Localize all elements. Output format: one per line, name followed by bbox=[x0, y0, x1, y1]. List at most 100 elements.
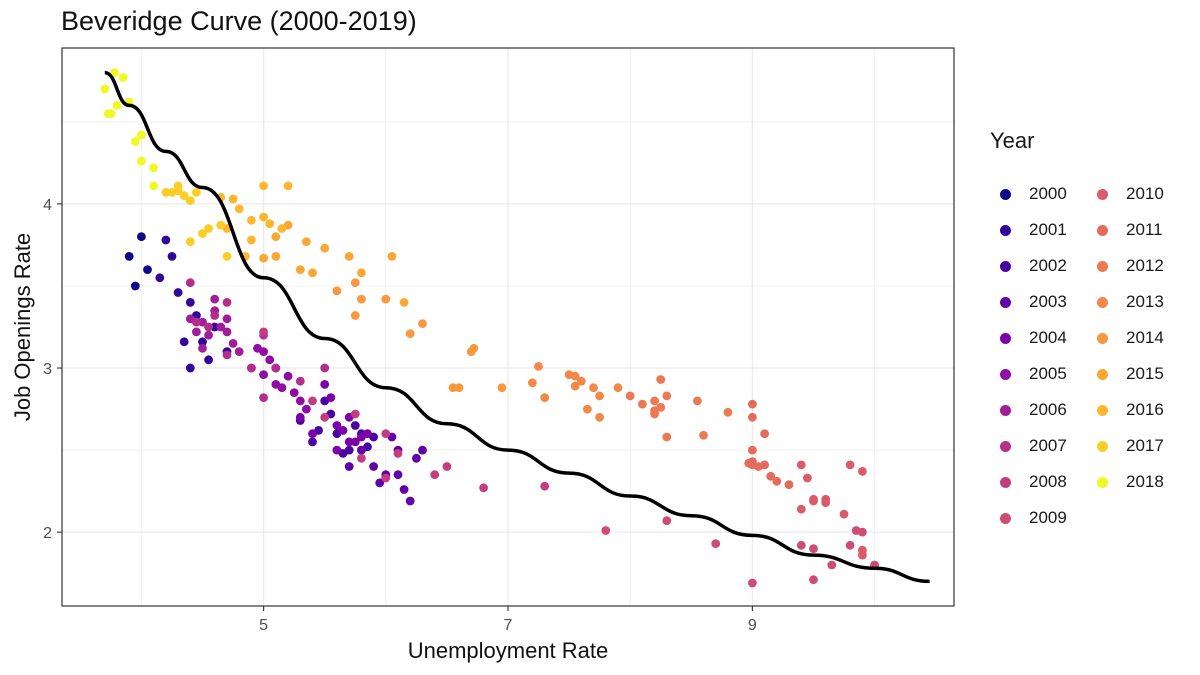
data-point-2015 bbox=[357, 268, 366, 278]
data-point-2001 bbox=[185, 363, 195, 373]
data-point-2008 bbox=[393, 449, 403, 458]
legend-item-2006: 2006 bbox=[988, 392, 1085, 428]
data-point-2010 bbox=[821, 494, 831, 504]
legend-label: 2017 bbox=[1126, 436, 1164, 455]
data-points bbox=[100, 68, 879, 588]
data-point-2018 bbox=[104, 109, 113, 118]
data-point-2012 bbox=[723, 407, 733, 417]
data-point-2005 bbox=[277, 383, 287, 393]
data-point-2015 bbox=[295, 265, 305, 274]
legend-label: 2008 bbox=[1029, 472, 1067, 491]
legend-item-2008: 2008 bbox=[988, 464, 1085, 500]
data-point-2008 bbox=[381, 429, 391, 439]
data-point-2006 bbox=[210, 294, 220, 304]
data-point-2015 bbox=[271, 232, 281, 242]
data-point-2018 bbox=[137, 156, 146, 166]
data-point-2008 bbox=[442, 462, 452, 471]
data-point-2016 bbox=[265, 219, 275, 229]
legend-swatch bbox=[1097, 440, 1108, 452]
data-point-2012 bbox=[656, 375, 666, 384]
data-point-2011 bbox=[744, 458, 754, 468]
data-point-2011 bbox=[748, 445, 757, 455]
data-point-2004 bbox=[320, 380, 330, 389]
data-point-2010 bbox=[858, 550, 867, 560]
data-point-2003 bbox=[369, 462, 378, 471]
data-point-2017 bbox=[173, 186, 183, 196]
data-point-2006 bbox=[234, 347, 244, 356]
data-point-2015 bbox=[387, 252, 397, 261]
data-point-2008 bbox=[350, 409, 360, 419]
legend-swatch bbox=[1097, 260, 1108, 272]
data-point-2006 bbox=[198, 343, 207, 353]
data-point-2015 bbox=[302, 237, 311, 247]
data-point-2004 bbox=[338, 426, 348, 435]
legend-swatch bbox=[1097, 224, 1108, 236]
legend-swatch bbox=[1000, 368, 1011, 380]
data-point-2012 bbox=[699, 430, 708, 440]
data-point-2007 bbox=[204, 322, 214, 332]
data-point-2013 bbox=[613, 383, 623, 393]
legend-item-2004: 2004 bbox=[988, 320, 1085, 356]
data-point-2006 bbox=[222, 327, 232, 337]
data-point-2014 bbox=[469, 343, 479, 353]
data-point-2000 bbox=[130, 281, 140, 291]
legend: Year 2000 2001 2002 2003 2004 2005 2006 2007 200… bbox=[988, 128, 1198, 536]
data-point-2008 bbox=[430, 470, 440, 480]
legend-item-2007: 2007 bbox=[988, 428, 1085, 464]
data-point-2017 bbox=[222, 252, 232, 261]
data-point-2017 bbox=[185, 237, 195, 247]
data-point-2014 bbox=[332, 286, 342, 296]
data-point-2018 bbox=[110, 68, 119, 77]
data-point-2007 bbox=[259, 393, 268, 402]
legend-label: 2016 bbox=[1126, 400, 1164, 419]
x-tick-label: 7 bbox=[504, 617, 513, 634]
data-point-2009 bbox=[858, 527, 867, 537]
legend-swatch bbox=[1000, 332, 1011, 344]
legend-item-2011: 2011 bbox=[1085, 212, 1182, 248]
data-point-2009 bbox=[827, 560, 837, 570]
data-point-2013 bbox=[570, 371, 580, 381]
data-point-2009 bbox=[748, 578, 757, 588]
legend-swatch bbox=[1000, 188, 1011, 200]
data-point-2006 bbox=[192, 327, 201, 337]
data-point-2015 bbox=[259, 253, 268, 263]
data-point-2005 bbox=[259, 370, 268, 379]
data-point-2011 bbox=[772, 476, 782, 486]
data-point-2010 bbox=[839, 509, 849, 519]
data-point-2016 bbox=[259, 181, 268, 191]
data-point-2007 bbox=[271, 363, 281, 373]
data-point-2013 bbox=[595, 391, 604, 401]
legend-label: 2007 bbox=[1029, 436, 1067, 455]
data-point-2006 bbox=[228, 339, 238, 348]
data-point-2018 bbox=[149, 163, 159, 173]
legend-label: 2006 bbox=[1029, 400, 1067, 419]
data-point-2001 bbox=[155, 273, 165, 283]
data-point-2000 bbox=[143, 265, 152, 274]
legend-item-2002: 2002 bbox=[988, 248, 1085, 284]
data-point-2006 bbox=[216, 322, 226, 332]
legend-swatch bbox=[1000, 512, 1011, 524]
data-point-2002 bbox=[350, 421, 360, 430]
legend-label: 2003 bbox=[1029, 292, 1067, 311]
data-point-2014 bbox=[454, 383, 464, 393]
data-point-2014 bbox=[350, 278, 360, 288]
data-point-2009 bbox=[809, 544, 818, 553]
data-point-2015 bbox=[271, 252, 281, 261]
legend-swatch bbox=[1097, 368, 1108, 380]
legend-label: 2005 bbox=[1029, 364, 1067, 383]
legend-label: 2000 bbox=[1029, 184, 1067, 203]
data-point-2009 bbox=[809, 575, 818, 585]
data-point-2012 bbox=[625, 391, 635, 401]
x-tick-label: 9 bbox=[748, 617, 757, 634]
data-point-2011 bbox=[766, 471, 776, 481]
legend-label: 2002 bbox=[1029, 256, 1067, 275]
legend-swatch bbox=[1097, 404, 1108, 416]
data-point-2014 bbox=[350, 311, 360, 320]
data-point-2000 bbox=[124, 252, 134, 261]
data-point-2013 bbox=[576, 376, 586, 386]
legend-item-2016: 2016 bbox=[1085, 392, 1182, 428]
data-point-2002 bbox=[308, 437, 317, 447]
data-point-2001 bbox=[173, 288, 183, 297]
data-point-2009 bbox=[845, 540, 855, 550]
